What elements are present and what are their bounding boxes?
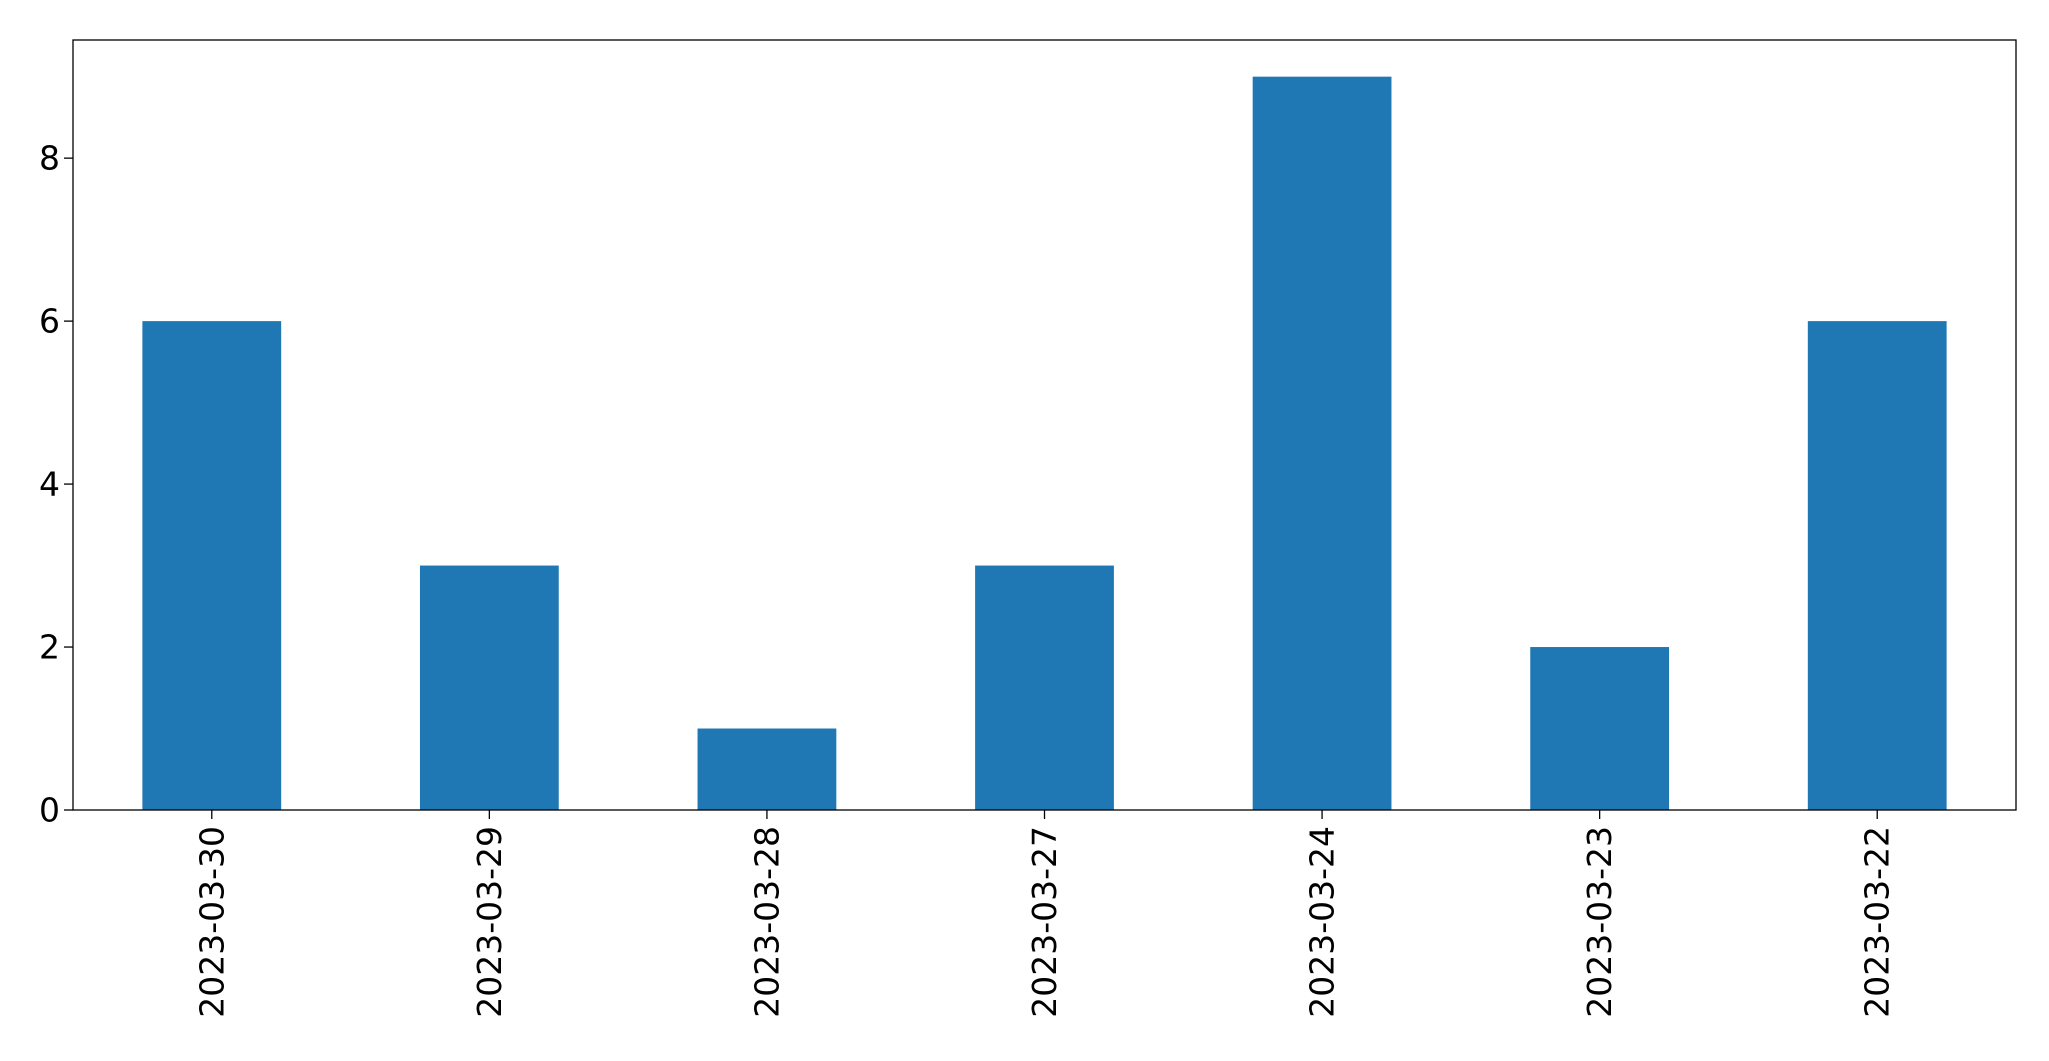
bars-group — [142, 76, 1947, 810]
x-tick-label: 2023-03-29 — [470, 826, 509, 1018]
y-tick-label: 8 — [39, 139, 60, 178]
bar-2023-03-28 — [697, 728, 837, 810]
x-axis: 2023-03-30 2023-03-29 2023-03-28 2023-03-27… — [192, 810, 1897, 1018]
y-tick-label: 2 — [39, 628, 60, 667]
plot-area-frame — [72, 39, 2017, 811]
x-tick-label: 2023-03-24 — [1303, 826, 1342, 1018]
bar-2023-03-24 — [1252, 76, 1392, 810]
x-tick-label: 2023-03-27 — [1025, 826, 1064, 1018]
y-tick-label: 4 — [39, 465, 60, 504]
x-tick-label: 2023-03-22 — [1858, 826, 1897, 1018]
bar-2023-03-22 — [1807, 321, 1947, 810]
bar-2023-03-30 — [142, 321, 282, 810]
bar-2023-03-23 — [1530, 647, 1670, 810]
x-tick-label: 2023-03-28 — [747, 826, 786, 1018]
y-axis: 0 2 4 6 8 — [39, 139, 73, 830]
bar-2023-03-27 — [975, 565, 1114, 810]
y-tick-label: 6 — [39, 302, 60, 341]
bar-2023-03-29 — [419, 565, 559, 810]
x-tick-label: 2023-03-30 — [192, 826, 231, 1018]
x-tick-label: 2023-03-23 — [1580, 826, 1619, 1018]
y-tick-label: 0 — [39, 791, 60, 830]
